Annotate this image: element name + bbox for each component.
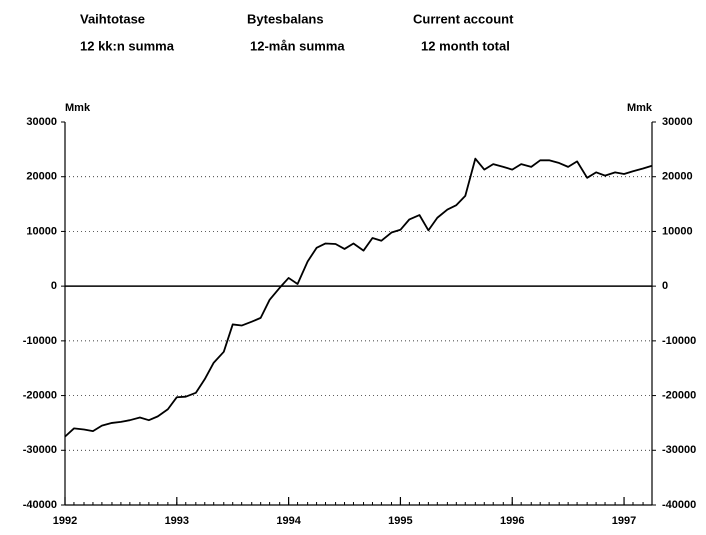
y2-axis-label: Mmk	[627, 102, 653, 114]
y2-tick-label: 0	[662, 280, 668, 292]
y2-tick-label: -20000	[662, 389, 696, 401]
y2-tick-label: 10000	[662, 225, 693, 237]
y2-tick-label: 30000	[662, 116, 693, 128]
y-tick-label: 20000	[26, 171, 57, 183]
y-tick-label: 10000	[26, 225, 57, 237]
y-tick-label: 30000	[26, 116, 57, 128]
y-tick-label: -20000	[23, 389, 57, 401]
data-line	[64, 157, 653, 438]
x-tick-label: 1997	[612, 515, 636, 527]
y-tick-label: -10000	[23, 335, 57, 347]
y-tick-label: -30000	[23, 444, 57, 456]
header-text: Bytesbalans	[247, 11, 324, 26]
x-tick-label: 1996	[500, 515, 524, 527]
y-axis-label: Mmk	[65, 102, 91, 114]
y2-tick-label: -10000	[662, 335, 696, 347]
header-text: 12 kk:n summa	[80, 38, 175, 53]
y-tick-label: -40000	[23, 499, 57, 511]
header-text: Vaihtotase	[80, 11, 145, 26]
y2-tick-label: -30000	[662, 444, 696, 456]
x-tick-label: 1995	[388, 515, 412, 527]
header-text: Current account	[413, 11, 514, 26]
y2-tick-label: -40000	[662, 499, 696, 511]
x-tick-label: 1993	[165, 515, 189, 527]
y2-tick-label: 20000	[662, 171, 693, 183]
header-text: 12-mån summa	[250, 38, 345, 53]
y-tick-label: 0	[51, 280, 57, 292]
header-text: 12 month total	[421, 38, 510, 53]
x-tick-label: 1994	[276, 515, 301, 527]
x-tick-label: 1992	[53, 515, 77, 527]
